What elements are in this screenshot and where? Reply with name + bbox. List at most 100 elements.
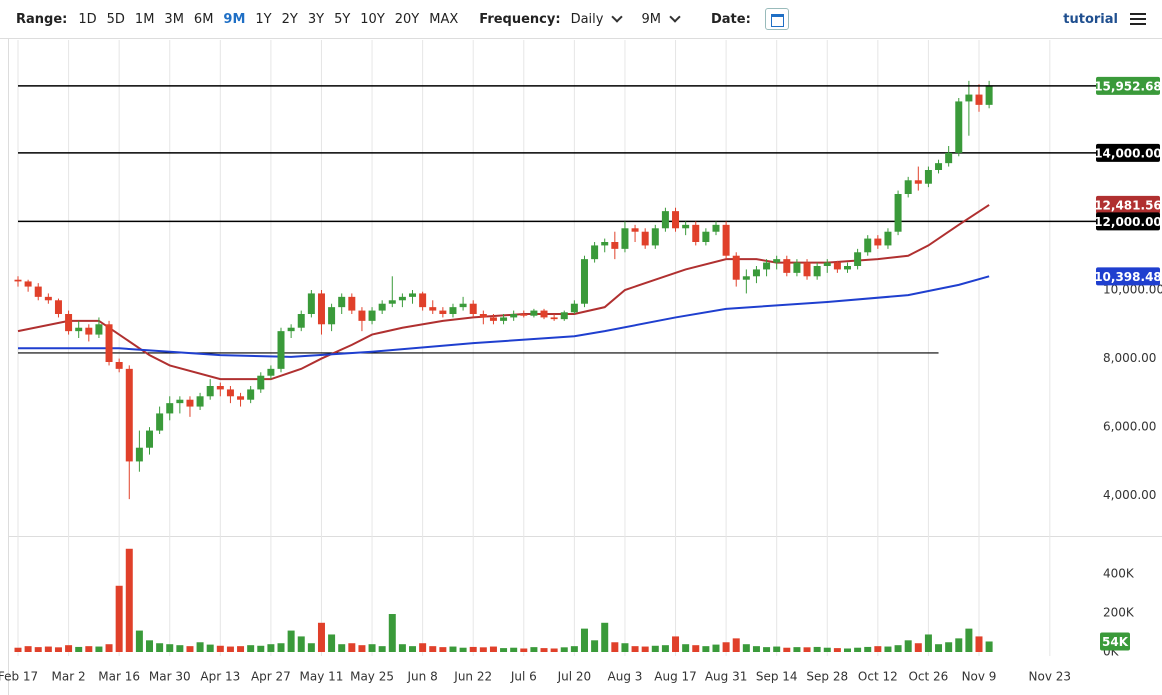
candle-body — [135, 447, 143, 462]
volume-bar — [409, 646, 417, 652]
candle-body — [237, 396, 245, 400]
range-button[interactable]: 6M — [193, 11, 214, 27]
x-tick-label: Apr 13 — [200, 670, 240, 684]
volume-bar — [216, 645, 224, 652]
volume-bar — [843, 648, 851, 652]
x-tick-label: Oct 12 — [858, 670, 898, 684]
candle-body — [277, 331, 285, 369]
y-tick-label: 8,000.00 — [1103, 351, 1156, 365]
candle-body — [530, 310, 538, 316]
range-button[interactable]: 1M — [134, 11, 155, 27]
candle-body — [479, 314, 487, 318]
candle-body — [105, 324, 113, 362]
volume-bar — [692, 645, 700, 652]
candle-body — [591, 245, 599, 260]
candle-body — [176, 399, 184, 404]
range-button[interactable]: 20Y — [394, 11, 420, 27]
menu-button[interactable] — [1130, 13, 1146, 15]
volume-bar — [591, 640, 599, 652]
range-label: Range: — [16, 11, 68, 27]
candle-body — [287, 327, 295, 332]
volume-bar — [247, 645, 255, 652]
frequency-select[interactable]: Daily — [570, 11, 604, 27]
volume-bar — [651, 645, 659, 652]
volume-bar — [125, 548, 133, 652]
candle-body — [186, 399, 194, 407]
x-tick-label: May 11 — [300, 670, 344, 684]
candle-body — [813, 266, 821, 277]
volume-bar — [388, 614, 396, 652]
range-button[interactable]: MAX — [429, 11, 459, 27]
x-tick-label: Nov 23 — [1029, 670, 1072, 684]
volume-bar — [368, 644, 376, 652]
range-button[interactable]: 2Y — [281, 11, 298, 27]
candle-body — [65, 314, 73, 332]
period-select[interactable]: 9M — [641, 11, 661, 27]
candle-body — [439, 310, 447, 314]
frequency-label: Frequency: — [479, 11, 561, 27]
volume-bar — [338, 644, 346, 652]
x-tick-label: Mar 2 — [52, 670, 86, 684]
volume-bar — [237, 646, 245, 652]
candle-body — [540, 310, 548, 318]
volume-bar — [540, 648, 548, 652]
candle-body — [621, 228, 629, 249]
range-button[interactable]: 5D — [106, 11, 125, 27]
volume-bar — [196, 642, 204, 652]
candle-body — [378, 303, 386, 311]
range-button[interactable]: 10Y — [360, 11, 385, 27]
range-button[interactable]: 9M — [223, 11, 246, 27]
volume-bar — [75, 646, 83, 652]
volume-bar — [226, 646, 234, 652]
candle-body — [651, 228, 659, 246]
volume-bar — [874, 646, 882, 652]
badge-label: 12,481.56 — [1094, 198, 1162, 212]
candle-body — [500, 317, 508, 321]
candle-body — [409, 293, 417, 297]
volume-bar — [439, 647, 447, 652]
volume-bar — [186, 646, 194, 652]
volume-bar — [641, 646, 649, 652]
volume-bar — [712, 644, 720, 652]
candle-body — [54, 300, 62, 314]
candle-body — [722, 224, 730, 256]
badge-box — [1100, 632, 1130, 651]
range-button[interactable]: 1D — [78, 11, 97, 27]
badge-label: 54K — [1102, 635, 1129, 649]
moving-average — [18, 275, 990, 358]
volume-bar — [924, 634, 932, 652]
candle-body — [732, 255, 740, 280]
candle-body — [146, 430, 154, 448]
tutorial-link[interactable]: tutorial — [1063, 11, 1118, 27]
volume-bar — [44, 646, 52, 652]
x-tick-label: Oct 26 — [908, 670, 948, 684]
candle-body — [763, 262, 771, 270]
x-tick-label: Aug 3 — [608, 670, 643, 684]
volume-bar — [854, 647, 862, 652]
candle-body — [368, 310, 376, 321]
volume-bar — [520, 648, 528, 652]
x-tick-label: Sep 28 — [806, 670, 848, 684]
calendar-button[interactable] — [764, 8, 789, 30]
volume-bar — [550, 648, 558, 652]
candle-body — [955, 101, 963, 153]
badge-label: 14,000.00 — [1094, 146, 1162, 160]
x-tick-label: Jun 22 — [453, 670, 492, 684]
candle-body — [297, 314, 305, 328]
range-button[interactable]: 3Y — [307, 11, 325, 27]
volume-bar — [823, 647, 831, 652]
candle-body — [226, 389, 234, 397]
toolbar: Range: 1D 5D 1M 3M 6M 9M 1Y 2Y 3Y 5Y 10Y 20Y MAX Fre… — [0, 0, 1162, 38]
range-button[interactable]: 3M — [164, 11, 184, 27]
candle-body — [935, 163, 943, 170]
range-button[interactable]: 1Y — [255, 11, 272, 27]
x-tick-label: Feb 17 — [0, 670, 38, 684]
volume-bar — [54, 647, 62, 652]
volume-bar — [135, 630, 143, 652]
x-tick-label: Sep 14 — [756, 670, 798, 684]
volume-bar — [328, 634, 336, 652]
x-tick-label: Apr 27 — [251, 670, 291, 684]
volume-bar — [146, 640, 154, 652]
range-button[interactable]: 5Y — [334, 11, 351, 27]
